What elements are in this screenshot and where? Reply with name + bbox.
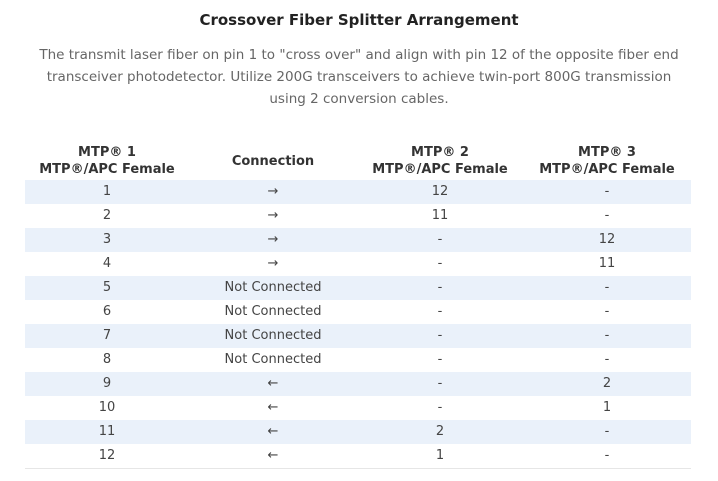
- page-description: The transmit laser fiber on pin 1 to "cr…: [39, 47, 679, 107]
- cell-mtp2: -: [357, 324, 523, 348]
- cell-mtp3: -: [604, 352, 610, 367]
- cell-mtp3: 11: [598, 256, 616, 271]
- cell-mtp2: -: [357, 228, 523, 252]
- cell-connection: Not Connected: [224, 304, 322, 319]
- table-row: 3 → - 12: [25, 228, 691, 252]
- cell-mtp2: -: [437, 352, 443, 367]
- cell-mtp3: -: [523, 276, 691, 300]
- table-row: 4 → - 11: [25, 252, 691, 276]
- cell-connection: →: [189, 228, 357, 252]
- table-row: 10 ← - 1: [25, 396, 691, 420]
- cell-connection: →: [267, 208, 279, 223]
- table-row: 5 Not Connected - -: [25, 276, 691, 300]
- cell-connection: →: [189, 180, 357, 204]
- cell-mtp1: 4: [102, 256, 112, 271]
- table-row: 8 Not Connected - -: [25, 348, 691, 372]
- header-mtp1-line1: MTP® 1: [78, 145, 136, 160]
- cell-mtp1: 11: [25, 420, 189, 444]
- table-row: 11 ← 2 -: [25, 420, 691, 444]
- cell-mtp3: 12: [523, 228, 691, 252]
- cell-mtp3: -: [523, 324, 691, 348]
- cell-mtp1: 5: [25, 276, 189, 300]
- cell-connection: ←: [189, 372, 357, 396]
- table-row: 6 Not Connected - -: [25, 300, 691, 324]
- header-mtp3-line1: MTP® 3: [578, 145, 636, 160]
- table-row: 2 → 11 -: [25, 204, 691, 228]
- header-mtp3-line2: MTP®/APC Female: [539, 162, 675, 177]
- header-mtp1: MTP® 1 MTP®/APC Female: [25, 142, 189, 180]
- cell-mtp1: 12: [25, 444, 189, 469]
- cell-mtp2: -: [357, 276, 523, 300]
- cell-mtp1: 10: [98, 400, 116, 415]
- cell-connection: Not Connected: [189, 324, 357, 348]
- cell-mtp1: 3: [25, 228, 189, 252]
- cell-mtp3: -: [523, 444, 691, 469]
- table-row: 12 ← 1 -: [25, 444, 691, 469]
- cell-mtp2: -: [437, 256, 443, 271]
- cell-mtp1: 1: [25, 180, 189, 204]
- cell-connection: ←: [189, 444, 357, 469]
- header-mtp2-line2: MTP®/APC Female: [372, 162, 508, 177]
- cell-mtp3: -: [604, 208, 610, 223]
- cell-mtp1: 6: [102, 304, 112, 319]
- header-mtp2-line1: MTP® 2: [411, 145, 469, 160]
- cell-mtp1: 2: [102, 208, 112, 223]
- table-header: MTP® 1 MTP®/APC Female Connection MTP® 2…: [25, 142, 691, 180]
- cell-mtp3: 1: [602, 400, 612, 415]
- cell-mtp2: 12: [357, 180, 523, 204]
- cell-connection: ←: [267, 400, 279, 415]
- cell-connection: ←: [189, 420, 357, 444]
- cell-connection: Not Connected: [224, 352, 322, 367]
- header-mtp1-line2: MTP®/APC Female: [39, 162, 175, 177]
- cell-mtp2: 1: [357, 444, 523, 469]
- header-mtp3: MTP® 3 MTP®/APC Female: [523, 142, 691, 180]
- cell-mtp2: -: [437, 304, 443, 319]
- cell-mtp1: 9: [25, 372, 189, 396]
- cell-mtp2: -: [437, 400, 443, 415]
- cell-mtp2: 11: [431, 208, 449, 223]
- table-body: 1 → 12 - 2 → 11 - 3 → - 12 4 → - 11: [25, 180, 691, 469]
- header-connection-line1: Connection: [231, 153, 315, 169]
- page-title: Crossover Fiber Splitter Arrangement: [199, 11, 519, 29]
- fiber-arrangement-table: MTP® 1 MTP®/APC Female Connection MTP® 2…: [25, 142, 691, 469]
- cell-mtp3: -: [604, 304, 610, 319]
- cell-mtp1: 8: [102, 352, 112, 367]
- table-header-row: MTP® 1 MTP®/APC Female Connection MTP® 2…: [25, 142, 691, 180]
- header-mtp2: MTP® 2 MTP®/APC Female: [357, 142, 523, 180]
- table-row: 9 ← - 2: [25, 372, 691, 396]
- cell-mtp1: 7: [25, 324, 189, 348]
- table-row: 7 Not Connected - -: [25, 324, 691, 348]
- header-connection: Connection: [189, 142, 357, 180]
- cell-mtp2: -: [357, 372, 523, 396]
- cell-mtp3: -: [523, 180, 691, 204]
- cell-mtp2: 2: [357, 420, 523, 444]
- cell-mtp3: 2: [523, 372, 691, 396]
- cell-mtp3: -: [523, 420, 691, 444]
- cell-connection: →: [267, 256, 279, 271]
- cell-connection: Not Connected: [189, 276, 357, 300]
- table-row: 1 → 12 -: [25, 180, 691, 204]
